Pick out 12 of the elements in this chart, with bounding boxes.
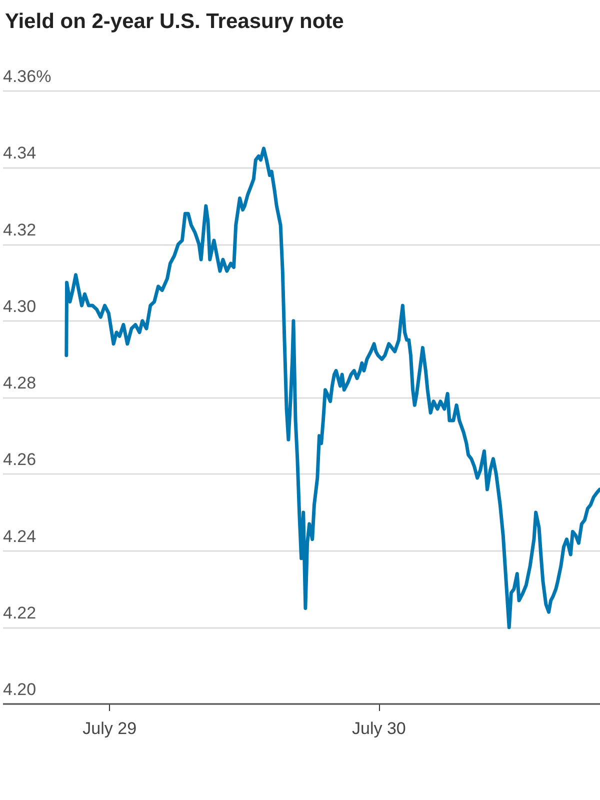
y-tick-label: 4.26 [3,450,36,470]
y-tick-label: 4.36% [3,67,52,86]
y-tick-label: 4.34 [3,144,36,163]
y-tick-label: 4.22 [3,603,36,622]
x-tick-label: July 29 [82,719,137,738]
y-tick-label: 4.24 [3,526,36,546]
y-tick-label: 4.30 [3,296,36,316]
y-tick-label: 4.28 [3,374,36,392]
x-tick-label: July 30 [352,719,406,738]
chart-title: Yield on 2-year U.S. Treasury note [5,10,344,33]
y-tick-label: 4.32 [3,220,36,240]
y-tick-label: 4.20 [3,680,36,699]
